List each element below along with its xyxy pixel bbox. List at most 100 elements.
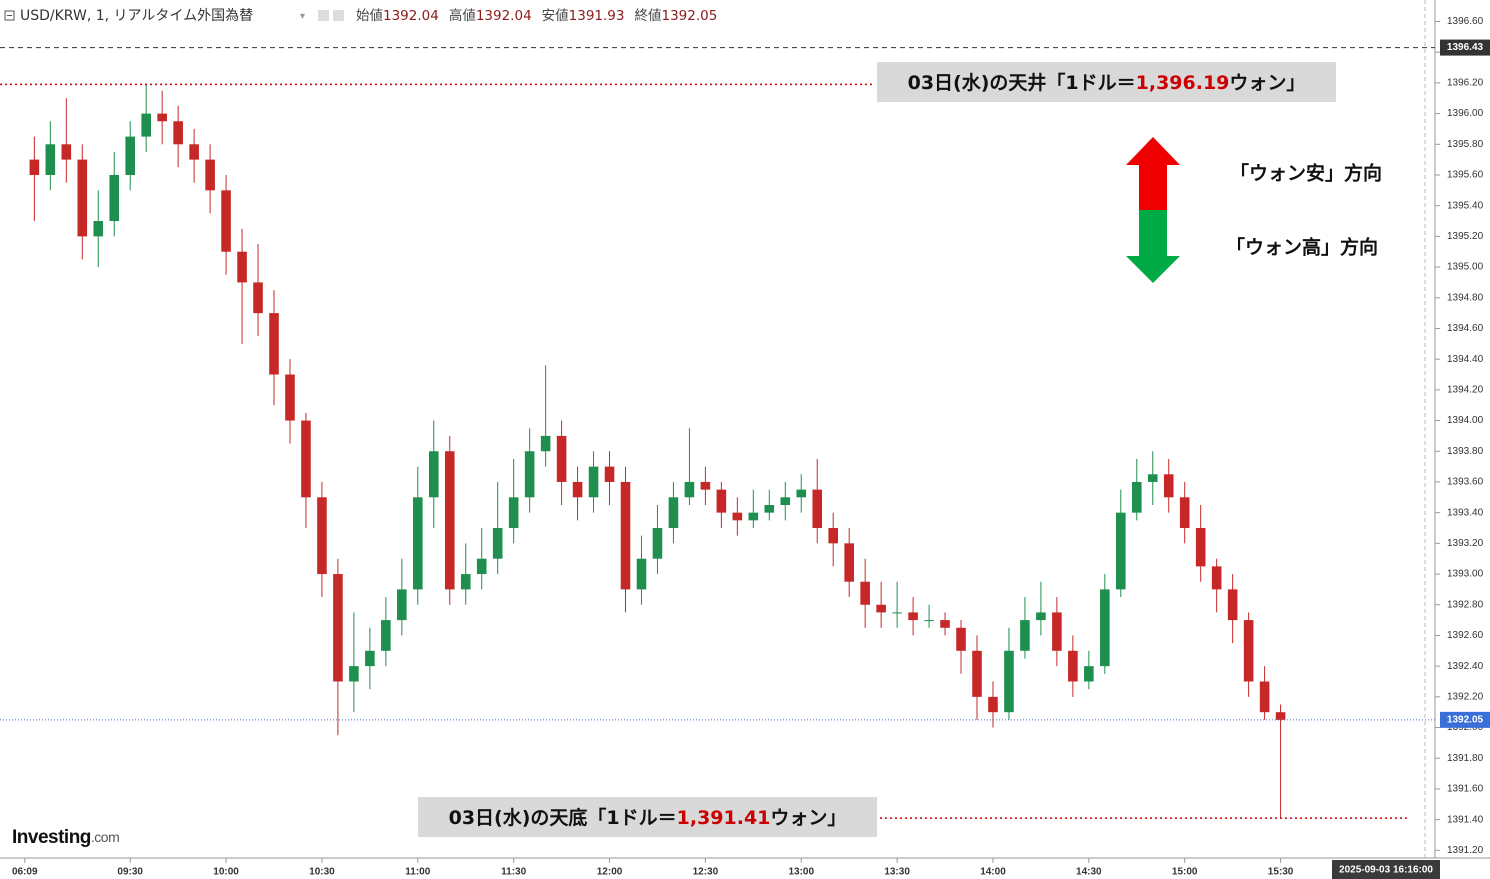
candle-body: [1068, 650, 1078, 682]
x-tick-label: 15:00: [1172, 867, 1198, 878]
price-label-box: [1440, 39, 1490, 56]
up-arrow: [1126, 137, 1180, 210]
candle-body: [780, 497, 791, 505]
candle-body: [556, 435, 567, 482]
chart-title: USD/KRW, 1, リアルタイム外国為替: [20, 8, 253, 24]
candle-body: [1163, 474, 1174, 498]
y-tick-label: 1391.60: [1447, 784, 1484, 795]
candle-body: [1195, 528, 1206, 567]
y-tick-label: 1391.20: [1447, 845, 1484, 856]
dropdown-icon[interactable]: ▾: [300, 11, 305, 22]
y-tick-label: 1394.00: [1447, 415, 1484, 426]
candle-body: [956, 627, 966, 651]
y-tick-label: 1396.20: [1447, 78, 1484, 89]
candle-body: [381, 620, 391, 651]
ohlc-value: 1392.04: [383, 8, 439, 24]
y-tick-label: 1395.60: [1447, 170, 1484, 181]
candle-body: [1227, 589, 1238, 621]
candle-body: [492, 528, 503, 559]
candle-body: [317, 497, 327, 575]
arrow-label: 「ウォン高」方向: [1226, 236, 1378, 259]
y-tick-label: 1394.80: [1447, 292, 1484, 303]
y-tick-label: 1394.60: [1447, 323, 1484, 334]
annotation-value: 1,396.19: [1136, 72, 1230, 94]
candle-body: [1259, 681, 1270, 713]
candle-body: [301, 420, 311, 498]
y-tick-label: 1393.80: [1447, 446, 1484, 457]
candle-body: [460, 574, 471, 590]
y-tick-label: 1391.80: [1447, 753, 1484, 764]
collapse-icon[interactable]: [4, 10, 15, 21]
candle-body: [748, 512, 759, 521]
y-tick-label: 1393.00: [1447, 569, 1484, 580]
candle-body: [29, 159, 40, 175]
annotation-text: 03日(水)の天井「1ドル＝1,396.19ウォン」: [908, 71, 1306, 94]
y-tick-label: 1395.00: [1447, 262, 1484, 273]
ohlc-value: 1392.04: [476, 8, 532, 24]
candle-body: [1211, 566, 1222, 590]
ohlc-label: 始値: [356, 8, 383, 24]
candle-body: [157, 113, 167, 122]
candle-body: [508, 497, 519, 528]
candle-body: [828, 528, 839, 544]
candle-body: [237, 251, 247, 283]
candle-body: [428, 451, 439, 498]
candle-body: [1004, 650, 1014, 713]
logo-suffix: .com: [91, 829, 119, 845]
icon[interactable]: [318, 10, 329, 21]
candle-body: [1084, 666, 1094, 682]
ohlc-header: 始値1392.04 高値1392.04 安値1391.93 終値1392.05: [356, 7, 717, 24]
candle-body: [109, 174, 120, 222]
candle-body: [620, 481, 631, 590]
y-tick-label: 1392.80: [1447, 599, 1484, 610]
y-tick-label: 1393.20: [1447, 538, 1484, 549]
candle-body: [1179, 497, 1190, 528]
candle-body: [844, 543, 854, 582]
icon[interactable]: [333, 10, 344, 21]
candle-body: [349, 666, 359, 682]
y-tick-label: 1393.40: [1447, 507, 1484, 518]
ohlc-value: 1391.93: [569, 8, 625, 24]
candle-body: [668, 497, 679, 528]
candle-body: [604, 466, 615, 482]
annotation-box: [877, 62, 1336, 102]
x-tick-label: 10:30: [309, 867, 335, 878]
x-tick-label: 12:30: [693, 867, 719, 878]
candle-body: [940, 620, 950, 628]
y-tick-label: 1392.40: [1447, 661, 1484, 672]
candle-body: [652, 528, 663, 559]
annotation-value: 1,391.41: [677, 807, 771, 829]
x-tick-label: 10:00: [213, 867, 239, 878]
candle-body: [476, 558, 487, 575]
candle-body: [1052, 612, 1062, 651]
candle-body: [732, 512, 743, 521]
candle-body: [892, 612, 902, 614]
y-tick-label: 1392.20: [1447, 691, 1484, 702]
annotation-prefix: 03日(水)の天井「1ドル＝: [908, 71, 1136, 94]
candle-body: [1131, 481, 1142, 513]
annotation-suffix: ウォン」: [1229, 72, 1305, 94]
candle-body: [1100, 589, 1110, 667]
price-label: 1392.05: [1447, 715, 1484, 726]
ohlc-label: 安値: [542, 8, 569, 24]
arrow-label: 「ウォン安」方向: [1230, 162, 1382, 185]
candle-body: [397, 589, 407, 621]
candle-body: [1275, 712, 1286, 720]
x-tick-label: 06:09: [12, 867, 38, 878]
candle-body: [1036, 612, 1046, 621]
candle-body: [716, 489, 727, 513]
candle-body: [189, 144, 199, 160]
candle-body: [908, 612, 918, 621]
candle-body: [524, 451, 535, 498]
ohlc-value: 1392.05: [661, 8, 717, 24]
candle-body: [269, 313, 279, 375]
candle-body: [988, 696, 998, 713]
y-tick-label: 1396.00: [1447, 108, 1484, 119]
x-tick-label: 09:30: [117, 867, 143, 878]
candle-body: [444, 451, 455, 590]
candle-body: [636, 558, 647, 590]
candle-body: [1147, 474, 1158, 482]
y-tick-label: 1393.60: [1447, 477, 1484, 488]
candle-body: [700, 481, 711, 490]
